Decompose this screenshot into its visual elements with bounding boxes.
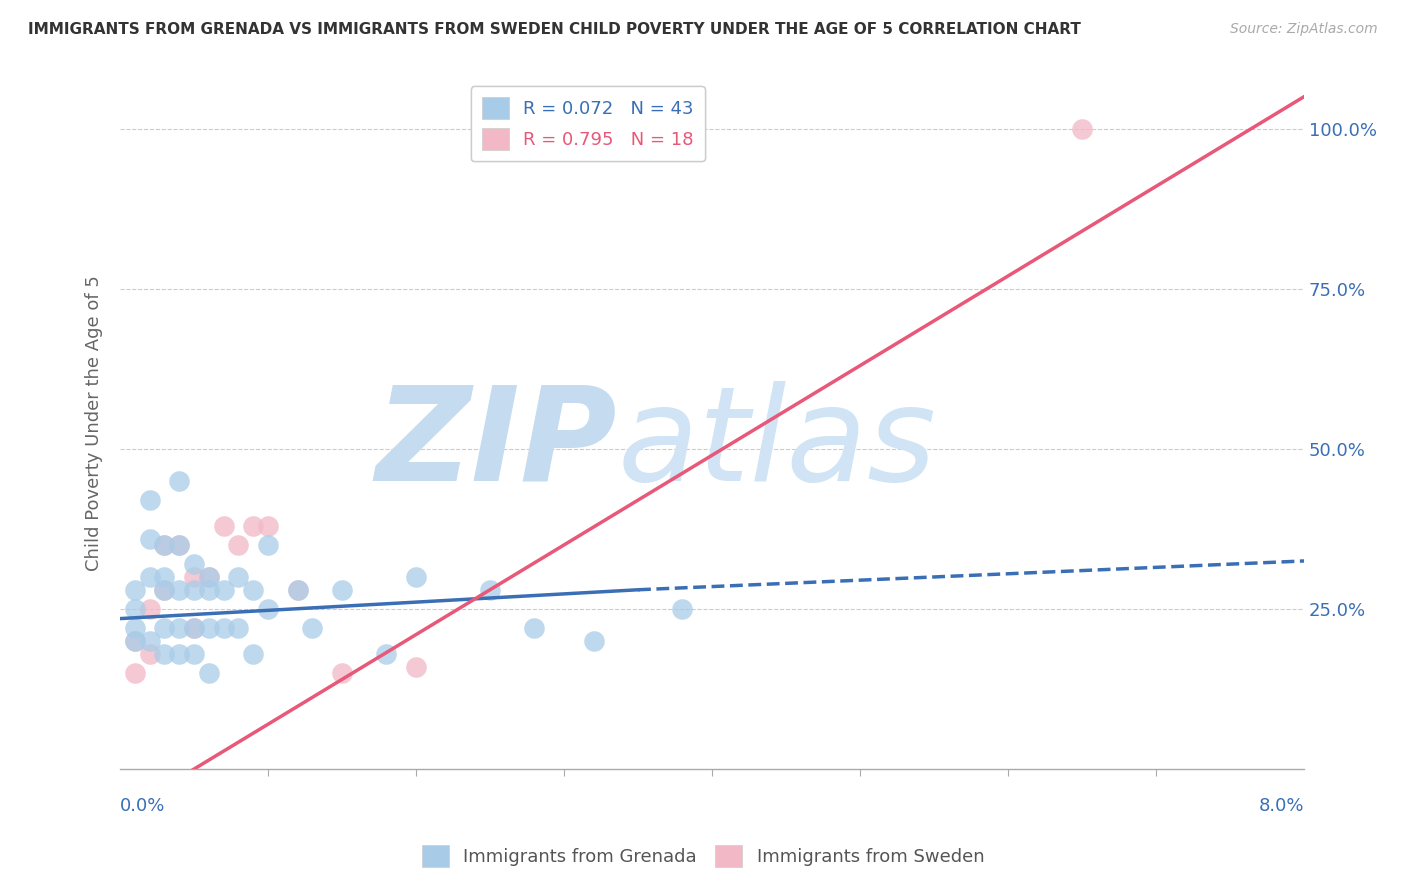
Point — [197, 570, 219, 584]
Point — [405, 659, 427, 673]
Point — [257, 518, 280, 533]
Point — [153, 582, 176, 597]
Point — [212, 518, 235, 533]
Point — [228, 538, 250, 552]
Point — [167, 538, 190, 552]
Point — [671, 602, 693, 616]
Point — [138, 493, 160, 508]
Point — [197, 570, 219, 584]
Point — [138, 634, 160, 648]
Point — [242, 582, 264, 597]
Text: 0.0%: 0.0% — [120, 797, 166, 814]
Point — [197, 582, 219, 597]
Point — [124, 621, 146, 635]
Point — [167, 647, 190, 661]
Text: IMMIGRANTS FROM GRENADA VS IMMIGRANTS FROM SWEDEN CHILD POVERTY UNDER THE AGE OF: IMMIGRANTS FROM GRENADA VS IMMIGRANTS FR… — [28, 22, 1081, 37]
Text: ZIP: ZIP — [375, 381, 617, 508]
Point — [301, 621, 323, 635]
Point — [197, 666, 219, 681]
Point — [167, 582, 190, 597]
Point — [124, 582, 146, 597]
Point — [153, 582, 176, 597]
Point — [183, 570, 205, 584]
Point — [330, 582, 353, 597]
Point — [375, 647, 398, 661]
Point — [257, 602, 280, 616]
Point — [124, 602, 146, 616]
Point — [138, 647, 160, 661]
Point — [582, 634, 605, 648]
Point — [124, 634, 146, 648]
Point — [124, 666, 146, 681]
Point — [153, 647, 176, 661]
Point — [197, 621, 219, 635]
Point — [257, 538, 280, 552]
Point — [167, 538, 190, 552]
Point — [153, 538, 176, 552]
Point — [153, 621, 176, 635]
Point — [153, 538, 176, 552]
Y-axis label: Child Poverty Under the Age of 5: Child Poverty Under the Age of 5 — [86, 276, 103, 571]
Point — [330, 666, 353, 681]
Point — [287, 582, 309, 597]
Point — [242, 647, 264, 661]
Point — [405, 570, 427, 584]
Point — [183, 647, 205, 661]
Point — [479, 582, 502, 597]
Point — [183, 621, 205, 635]
Point — [183, 621, 205, 635]
Point — [183, 582, 205, 597]
Point — [212, 621, 235, 635]
Point — [183, 557, 205, 571]
Point — [523, 621, 546, 635]
Point — [167, 474, 190, 488]
Text: Source: ZipAtlas.com: Source: ZipAtlas.com — [1230, 22, 1378, 37]
Point — [1071, 121, 1094, 136]
Point — [287, 582, 309, 597]
Point — [138, 602, 160, 616]
Point — [138, 570, 160, 584]
Point — [242, 518, 264, 533]
Text: atlas: atlas — [617, 381, 936, 508]
Point — [212, 582, 235, 597]
Text: 8.0%: 8.0% — [1258, 797, 1305, 814]
Point — [167, 621, 190, 635]
Point — [124, 634, 146, 648]
Point — [153, 570, 176, 584]
Legend: Immigrants from Grenada, Immigrants from Sweden: Immigrants from Grenada, Immigrants from… — [415, 838, 991, 874]
Point — [228, 621, 250, 635]
Point — [228, 570, 250, 584]
Legend: R = 0.072   N = 43, R = 0.795   N = 18: R = 0.072 N = 43, R = 0.795 N = 18 — [471, 87, 704, 161]
Point — [138, 532, 160, 546]
